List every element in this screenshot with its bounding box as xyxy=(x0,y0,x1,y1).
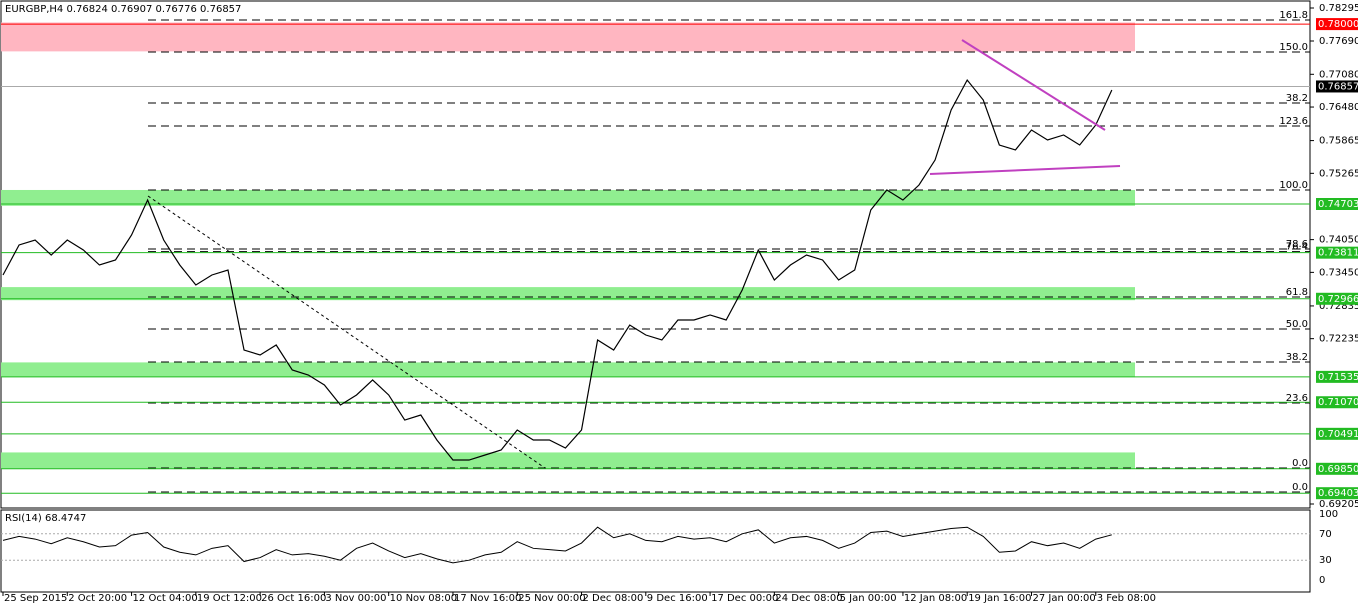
x-tick-label: 3 Feb 08:00 xyxy=(1097,593,1156,604)
y-tick-label: 0.72235 xyxy=(1319,334,1358,345)
price-line-series xyxy=(2,78,1113,461)
x-tick-label: 2 Dec 08:00 xyxy=(583,593,644,604)
y-tick-label: 0.69205 xyxy=(1319,499,1358,510)
fib-label: 0.0 xyxy=(1292,482,1308,493)
price-label-box xyxy=(1316,370,1358,383)
fib-label: 0.0 xyxy=(1292,458,1308,469)
x-tick-label: 25 Sep 2015 xyxy=(4,593,67,604)
price-label: 0.69403 xyxy=(1318,488,1358,499)
x-tick-label: 27 Jan 00:00 xyxy=(1032,593,1095,604)
x-tick-label: 12 Oct 04:00 xyxy=(133,593,198,604)
main-panel xyxy=(0,0,1311,509)
fib-label: 76.4 xyxy=(1286,242,1308,253)
x-tick-label: 24 Dec 08:00 xyxy=(775,593,842,604)
zone xyxy=(1,452,1135,469)
x-tick-label: 3 Nov 00:00 xyxy=(325,593,386,604)
price-label-box xyxy=(1316,18,1358,31)
price-label-box xyxy=(1316,292,1358,305)
plot-layer: 0.78295 0.77690 0.77080 0.76480 0.75865 0.752… xyxy=(1,3,1358,604)
price-label: 0.70491 xyxy=(1318,429,1358,440)
fib-label: 38.2 xyxy=(1286,93,1308,104)
x-tick-label: 2 Oct 20:00 xyxy=(68,593,127,604)
zone xyxy=(1,189,1135,206)
price-label: 0.71535 xyxy=(1318,372,1358,383)
x-tick-label: 26 Oct 16:00 xyxy=(261,593,326,604)
price-label-box xyxy=(1316,462,1358,475)
fib-label: 123.6 xyxy=(1279,116,1308,127)
y-tick-label: 0.72835 xyxy=(1319,301,1358,312)
y-tick-label: 0.77690 xyxy=(1319,36,1358,47)
price-label: 0.72966 xyxy=(1318,294,1358,305)
price-label-box xyxy=(1316,80,1358,93)
price-label-box xyxy=(1316,396,1358,409)
price-label: 0.74703 xyxy=(1318,199,1358,210)
rsi-tick-label: 70 xyxy=(1319,529,1332,540)
x-tick-label: 17 Nov 16:00 xyxy=(454,593,521,604)
zone xyxy=(1,287,1135,301)
rsi-tick-label: 100 xyxy=(1319,509,1338,520)
y-tick-label: 0.73450 xyxy=(1319,267,1358,278)
x-tick-label: 19 Jan 16:00 xyxy=(968,593,1031,604)
rsi-tick-label: 30 xyxy=(1319,555,1332,566)
fib-label: 50.0 xyxy=(1286,319,1308,330)
zone xyxy=(1,22,1135,52)
y-tick-label: 0.74050 xyxy=(1319,235,1358,246)
price-label-box xyxy=(1316,427,1358,440)
price-label: 0.69850 xyxy=(1318,464,1358,475)
fib-label: 38.2 xyxy=(1286,352,1308,363)
zone xyxy=(1,362,1135,378)
fib-label: 23.6 xyxy=(1286,393,1308,404)
x-tick-label: 9 Dec 16:00 xyxy=(647,593,708,604)
fib-label: 100.0 xyxy=(1279,180,1308,191)
x-tick-label: 12 Jan 08:00 xyxy=(904,593,967,604)
y-tick-label: 0.76480 xyxy=(1319,102,1358,113)
fib-label: 150.0 xyxy=(1279,42,1308,53)
y-tick-label: 0.78295 xyxy=(1319,3,1358,14)
chart-title: EURGBP,H4 0.76824 0.76907 0.76776 0.7685… xyxy=(5,4,241,15)
fib-label: 161.8 xyxy=(1279,10,1308,21)
price-label: 0.78000 xyxy=(1318,19,1358,30)
price-label-box xyxy=(1316,197,1358,210)
trend-line xyxy=(147,195,546,469)
rsi-title: RSI(14) 68.4747 xyxy=(5,513,86,524)
y-tick-label: 0.75865 xyxy=(1319,136,1358,147)
y-tick-label: 0.75265 xyxy=(1319,168,1358,179)
x-tick-label: 17 Dec 00:00 xyxy=(711,593,778,604)
support-line xyxy=(929,165,1121,175)
price-label: 0.71070 xyxy=(1318,397,1358,408)
x-tick-label: 5 Jan 00:00 xyxy=(840,593,897,604)
fib-label: 78.6 xyxy=(1286,239,1308,250)
rsi-tick-label: 0 xyxy=(1319,575,1325,586)
price-label-box xyxy=(1316,246,1358,259)
y-tick-label: 0.77080 xyxy=(1319,69,1358,80)
x-tick-label: 10 Nov 08:00 xyxy=(390,593,457,604)
price-label-box xyxy=(1316,487,1358,500)
x-tick-label: 19 Oct 12:00 xyxy=(197,593,262,604)
rsi-panel xyxy=(0,509,1311,593)
price-label: 0.73811 xyxy=(1318,248,1358,259)
fib-label: 61.8 xyxy=(1286,287,1308,298)
resistance-line xyxy=(961,39,1106,131)
rsi-line xyxy=(2,526,1112,564)
price-label: 0.76857 xyxy=(1318,81,1358,92)
x-tick-label: 25 Nov 00:00 xyxy=(518,593,585,604)
